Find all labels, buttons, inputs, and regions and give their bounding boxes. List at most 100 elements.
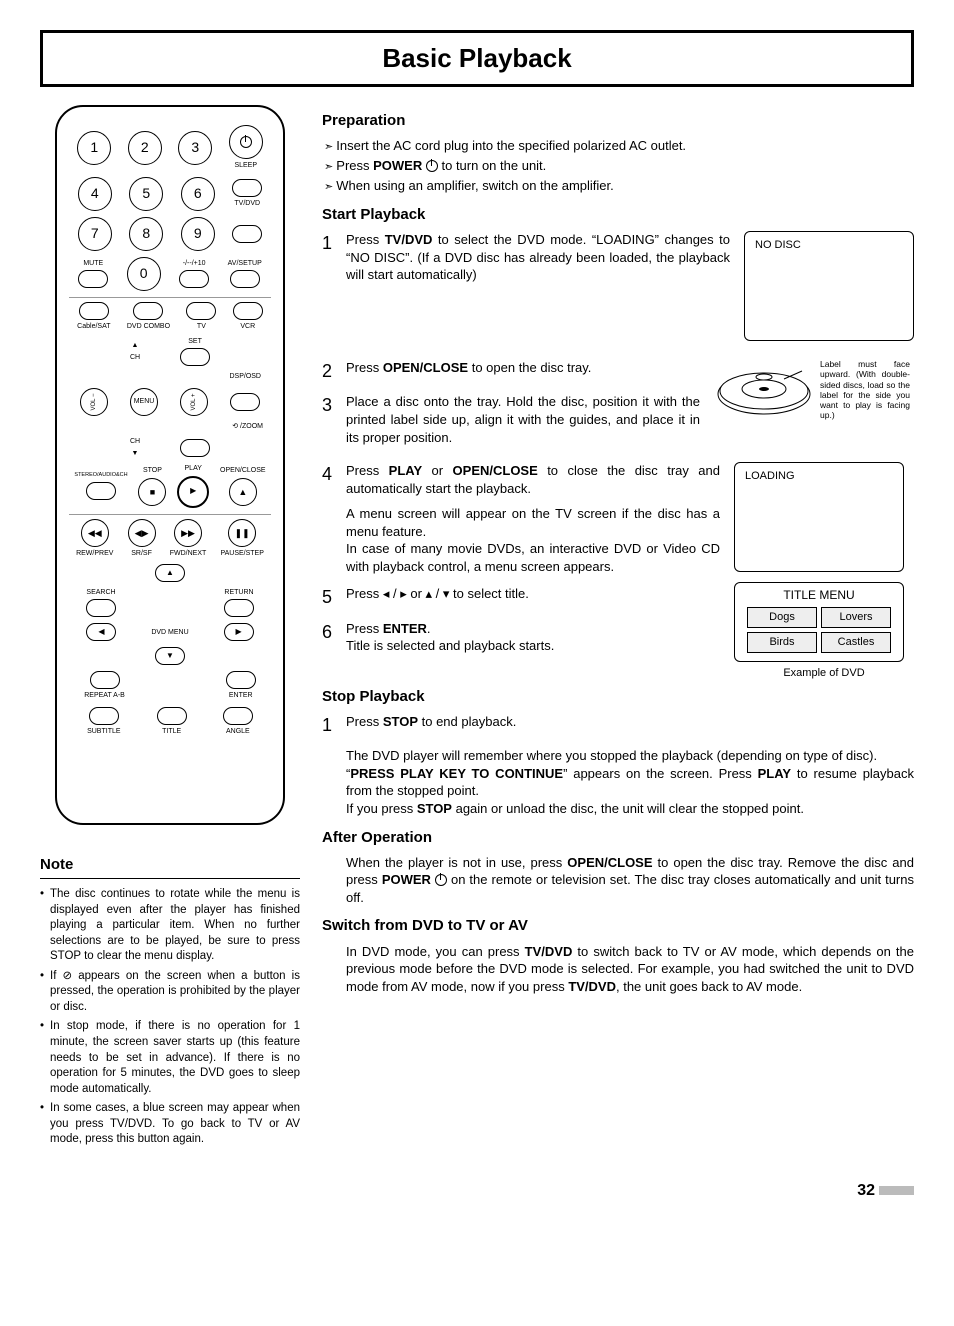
label-plus10: -/--/+10 [183, 259, 206, 268]
label-ch: CH [130, 353, 140, 362]
remote-btn-7: 7 [78, 217, 112, 251]
label-srsf: SR/SF [131, 549, 152, 558]
label-repeatab: REPEAT A-B [84, 691, 125, 700]
prep-item-text: Insert the AC cord plug into the specifi… [336, 138, 686, 153]
remote-btn-volminus: VOL − [80, 388, 108, 416]
remote-btn-repeatab [90, 671, 120, 689]
remote-btn-0: 0 [127, 257, 161, 291]
power-icon [435, 874, 447, 886]
prep-item-text: Press POWER to turn on the unit. [336, 158, 546, 173]
label-title: TITLE [162, 727, 181, 736]
ch-up-icon: ▲ [132, 341, 139, 350]
step-5: 5 Press ◂ / ▸ or ▴ / ▾ to select title. [322, 585, 720, 609]
remote-btn-6: 6 [181, 177, 215, 211]
step-body: Press ◂ / ▸ or ▴ / ▾ to select title. [346, 585, 720, 609]
remote-btn-dvdcombo [133, 302, 163, 320]
nodisc-label: NO DISC [755, 238, 801, 253]
note-item: If ⊘ appears on the screen when a button… [40, 969, 300, 1016]
remote-btn-navright: ▶ [224, 623, 254, 641]
step-body: Press PLAY or OPEN/CLOSE to close the di… [346, 462, 720, 575]
remote-btn-power [229, 125, 263, 159]
screen-loading: LOADING [734, 462, 904, 572]
step-number: 5 [322, 585, 338, 609]
label-angle: ANGLE [226, 727, 250, 736]
label-avsetup: AV/SETUP [228, 259, 262, 268]
loading-label: LOADING [745, 469, 795, 484]
label-rewprev: REW/PREV [76, 549, 113, 558]
title-menu-box: TITLE MENU Dogs Lovers Birds Castles [734, 582, 904, 662]
switch-paragraph: In DVD mode, you can press TV/DVD to swi… [346, 943, 914, 996]
remote-btn-sleep [232, 179, 262, 197]
switch-heading: Switch from DVD to TV or AV [322, 916, 914, 936]
label-set: SET [188, 337, 202, 346]
remote-btn-5: 5 [129, 177, 163, 211]
step-2: 2 Press OPEN/CLOSE to open the disc tray… [322, 359, 700, 383]
preparation-heading: Preparation [322, 111, 914, 131]
remote-btn-subtitle [89, 707, 119, 725]
title-menu-item: Dogs [747, 607, 817, 628]
label-vcr: VCR [240, 322, 255, 331]
page-title: Basic Playback [43, 41, 911, 76]
step-6: 6 Press ENTER. Title is selected and pla… [322, 620, 720, 655]
note-heading: Note [40, 855, 300, 879]
title-menu-item: Birds [747, 632, 817, 653]
step-number: 6 [322, 620, 338, 655]
remote-btn-navleft: ◀ [86, 623, 116, 641]
label-zoom: ⟲ /ZOOM [232, 422, 263, 431]
label-cablesat: Cable/SAT [77, 322, 110, 331]
remote-btn-navdown: ▼ [155, 647, 185, 665]
label-search: SEARCH [86, 588, 115, 597]
remote-btn-tv [186, 302, 216, 320]
label-openclose: OPEN/CLOSE [220, 466, 266, 475]
disc-tray-icon [714, 359, 814, 429]
remote-btn-fwdnext: ▶▶ [174, 519, 202, 547]
step-body: Place a disc onto the tray. Hold the dis… [346, 393, 700, 446]
ch-down-icon: ▼ [132, 449, 139, 458]
remote-btn-enter [226, 671, 256, 689]
prep-item: Press POWER to turn on the unit. [324, 157, 914, 175]
remote-btn-rewprev: ◀◀ [81, 519, 109, 547]
stop-playback-heading: Stop Playback [322, 687, 914, 707]
step-1: 1 Press TV/DVD to select the DVD mode. “… [322, 231, 730, 284]
stop-paragraph: The DVD player will remember where you s… [346, 747, 914, 817]
label-fwdnext: FWD/NEXT [170, 549, 207, 558]
note-section: Note The disc continues to rotate while … [40, 855, 300, 1148]
prep-item: Insert the AC cord plug into the specifi… [324, 137, 914, 155]
note-item: In some cases, a blue screen may appear … [40, 1101, 300, 1148]
label-sleep: SLEEP [234, 161, 257, 170]
note-item: In stop mode, if there is no operation f… [40, 1019, 300, 1097]
remote-btn-title [157, 707, 187, 725]
label-subtitle: SUBTITLE [87, 727, 120, 736]
disc-figure: Label must face upward. (With double-sid… [714, 359, 914, 429]
step-6-sub: Title is selected and playback starts. [346, 637, 720, 655]
title-menu-header: TITLE MENU [739, 587, 899, 603]
page-num-bar [879, 1186, 914, 1195]
remote-btn-2: 2 [128, 131, 162, 165]
remote-btn-openclose: ▲ [229, 478, 257, 506]
remote-btn-8: 8 [129, 217, 163, 251]
label-play: PLAY [185, 464, 202, 473]
screen-nodisc: NO DISC [744, 231, 914, 341]
remote-btn-search [86, 599, 116, 617]
label-dvdmenu: DVD MENU [151, 628, 188, 637]
note-item: The disc continues to rotate while the m… [40, 887, 300, 965]
step-3: 3 Place a disc onto the tray. Hold the d… [322, 393, 700, 446]
remote-btn-navup: ▲ [155, 564, 185, 582]
remote-btn-menu: MENU [130, 388, 158, 416]
remote-btn-angle [223, 707, 253, 725]
remote-btn-cablesat [79, 302, 109, 320]
remote-btn-dsposd [230, 393, 260, 411]
remote-btn-srsf: ◀▶ [128, 519, 156, 547]
step-number: 2 [322, 359, 338, 383]
title-menu-item: Castles [821, 632, 891, 653]
example-label: Example of DVD [734, 666, 914, 681]
step-number: 1 [322, 713, 338, 737]
stop-step-1: 1 Press STOP to end playback. [322, 713, 914, 737]
remote-btn-4: 4 [78, 177, 112, 211]
remote-btn-9: 9 [181, 217, 215, 251]
label-dsposd: DSP/OSD [229, 372, 261, 381]
label-ch2: CH [130, 437, 140, 446]
step-4: 4 Press PLAY or OPEN/CLOSE to close the … [322, 462, 720, 575]
step-number: 3 [322, 393, 338, 446]
remote-btn-stop: ■ [138, 478, 166, 506]
